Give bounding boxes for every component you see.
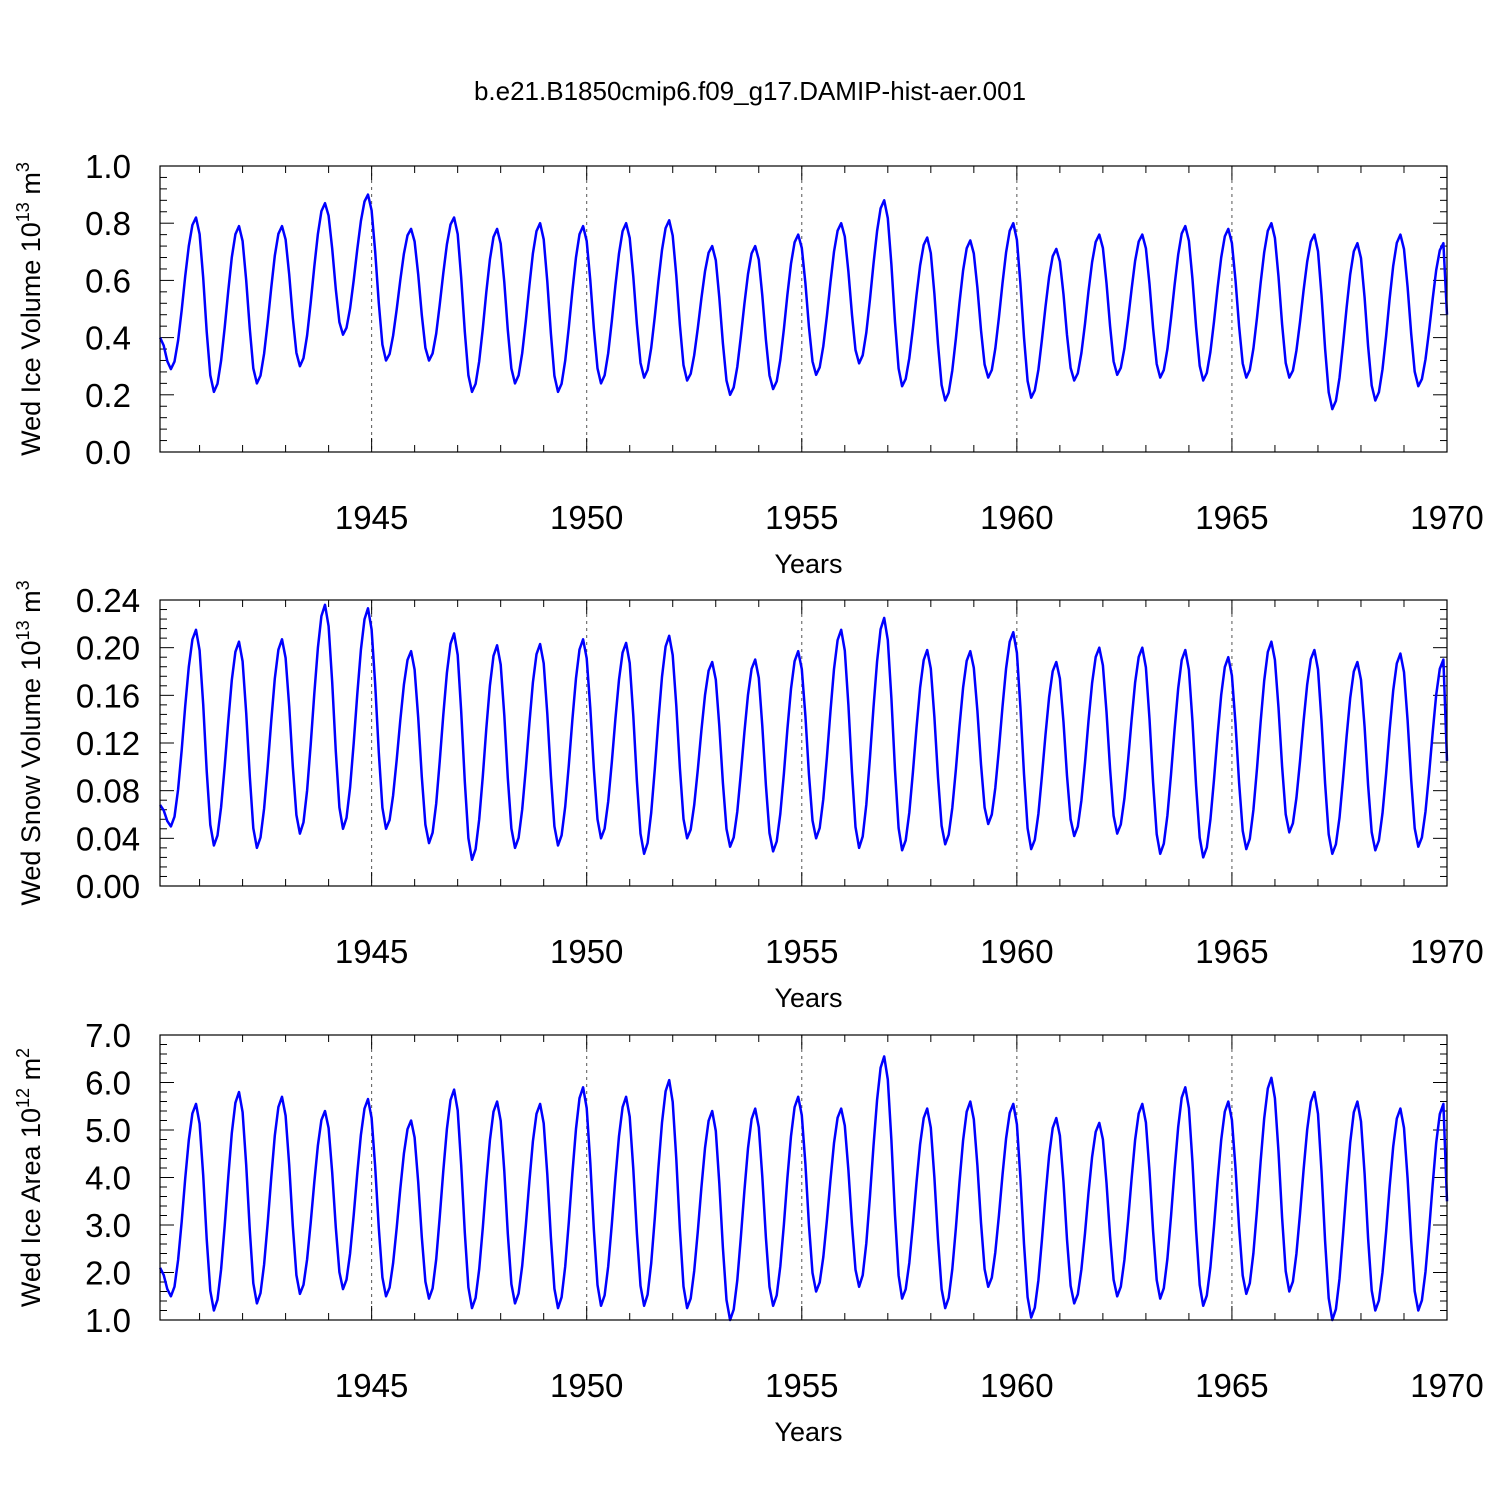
y-axis-label-unit-exponent: 3 (13, 162, 33, 172)
y-axis-label-base: Wed Snow Volume 10 (16, 640, 46, 905)
y-tick-label: 7.0 (85, 1017, 131, 1054)
y-axis-label-unit: m (16, 172, 46, 202)
y-tick-label: 0.2 (85, 377, 131, 414)
y-axis-label: Wed Ice Volume 1013 m3 (13, 162, 46, 456)
x-tick-label: 1970 (1410, 1367, 1483, 1404)
y-axis-label-unit-exponent: 3 (13, 580, 33, 590)
y-axis-label-base: Wed Ice Volume 10 (16, 222, 46, 456)
series-line (158, 1055, 1449, 1322)
y-tick-label: 0.00 (76, 868, 140, 905)
series-line (159, 603, 1449, 862)
x-tick-label: 1970 (1410, 499, 1483, 536)
y-axis-label-exponent: 13 (13, 202, 33, 222)
x-tick-label: 1960 (980, 1367, 1053, 1404)
y-axis-label-unit: m (16, 1058, 46, 1088)
x-tick-label: 1955 (765, 499, 838, 536)
x-axis-label: Years (774, 983, 842, 1013)
y-axis-label: Wed Snow Volume 1013 m3 (13, 580, 46, 905)
y-tick-label: 0.16 (76, 677, 140, 714)
y-tick-label: 0.04 (76, 820, 140, 857)
y-tick-label: 0.6 (85, 262, 131, 299)
y-tick-label: 1.0 (85, 1302, 131, 1339)
x-tick-label: 1945 (335, 933, 408, 970)
x-tick-label: 1950 (550, 1367, 623, 1404)
y-axis-label-unit-exponent: 2 (13, 1048, 33, 1058)
y-axis-label-exponent: 13 (13, 620, 33, 640)
y-tick-label: 0.20 (76, 630, 140, 667)
y-tick-label: 0.0 (85, 434, 131, 471)
y-tick-label: 0.08 (76, 773, 140, 810)
plot-frame (159, 165, 1448, 453)
x-axis-label: Years (774, 1417, 842, 1447)
x-tick-label: 1970 (1410, 933, 1483, 970)
plot-frame (159, 1034, 1448, 1321)
y-tick-label: 0.4 (85, 320, 131, 357)
chart-panel-3: 1945 1950 1955 1960 1965 1970 Years 1.0 2.0 3.0 4.… (13, 1017, 1484, 1447)
y-axis-label-exponent: 12 (13, 1088, 33, 1108)
x-tick-label: 1955 (765, 933, 838, 970)
y-axis-label-base: Wed Ice Area 10 (16, 1108, 46, 1307)
chart-panel-2: 1945 1950 1955 1960 1965 1970 Years 0.00 0.04 0.0… (13, 580, 1484, 1013)
y-axis-label-unit: m (16, 590, 46, 620)
x-tick-label: 1955 (765, 1367, 838, 1404)
series-line (158, 193, 1449, 411)
y-tick-label: 1.0 (85, 148, 131, 185)
x-tick-label: 1960 (980, 933, 1053, 970)
chart-panel-1: 1945 1950 1955 1960 1965 1970 Years 0.0 0.2 0.4 0.… (13, 148, 1484, 579)
y-tick-label: 4.0 (85, 1160, 131, 1197)
x-tick-label: 1945 (335, 1367, 408, 1404)
y-tick-label: 6.0 (85, 1065, 131, 1102)
y-tick-label: 5.0 (85, 1112, 131, 1149)
plot-frame (159, 599, 1448, 887)
y-axis-label: Wed Ice Area 1012 m2 (13, 1048, 46, 1307)
x-tick-label: 1965 (1195, 499, 1268, 536)
y-tick-label: 0.24 (76, 582, 140, 619)
x-axis-label: Years (774, 549, 842, 579)
y-tick-label: 0.8 (85, 205, 131, 242)
x-tick-label: 1945 (335, 499, 408, 536)
x-tick-label: 1950 (550, 499, 623, 536)
y-tick-label: 2.0 (85, 1255, 131, 1292)
y-tick-label: 3.0 (85, 1207, 131, 1244)
x-tick-label: 1950 (550, 933, 623, 970)
chart-title: b.e21.B1850cmip6.f09_g17.DAMIP-hist-aer.… (473, 76, 1027, 106)
x-tick-label: 1965 (1195, 933, 1268, 970)
x-tick-label: 1960 (980, 499, 1053, 536)
x-tick-label: 1965 (1195, 1367, 1268, 1404)
y-tick-label: 0.12 (76, 725, 140, 762)
